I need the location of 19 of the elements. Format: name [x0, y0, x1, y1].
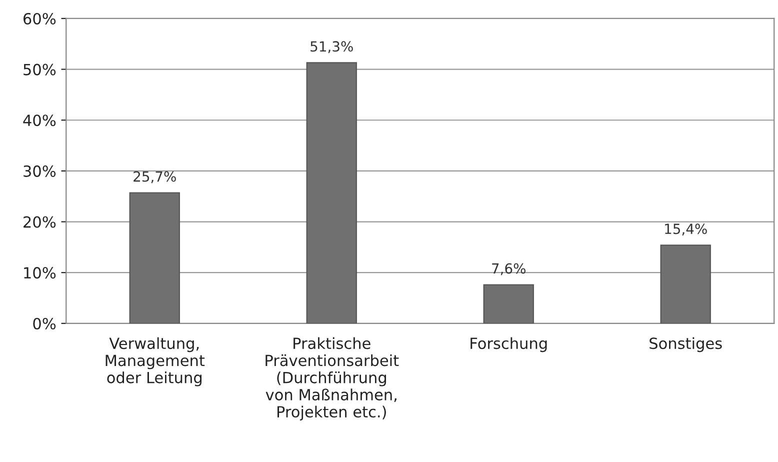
data-label: 51,3%	[310, 41, 353, 54]
y-tick-label: 10%	[24, 267, 56, 279]
bar	[660, 244, 711, 324]
data-label: 7,6%	[492, 263, 526, 276]
y-tick-label: 20%	[24, 216, 56, 228]
y-tick-label: 50%	[24, 64, 56, 76]
x-tick-label: Praktische Präventionsarbeit (Durchführung von Maßnahmen, Projekten etc.)	[266, 337, 399, 421]
y-tick-label: 40%	[23, 114, 56, 126]
bar	[483, 284, 534, 324]
x-tick-label: Sonstiges	[650, 337, 722, 352]
y-tick-label: 60%	[24, 12, 56, 24]
data-label: 15,4%	[665, 224, 707, 236]
x-tick-label: Forschung	[470, 337, 547, 352]
data-label: 25,7%	[134, 171, 176, 184]
x-tick-label: Verwaltung, Management oder Leitung	[106, 337, 205, 386]
bar	[306, 62, 357, 324]
y-tick-label: 30%	[24, 165, 56, 177]
y-tick-label: 0%	[33, 318, 56, 330]
bar	[129, 192, 180, 324]
